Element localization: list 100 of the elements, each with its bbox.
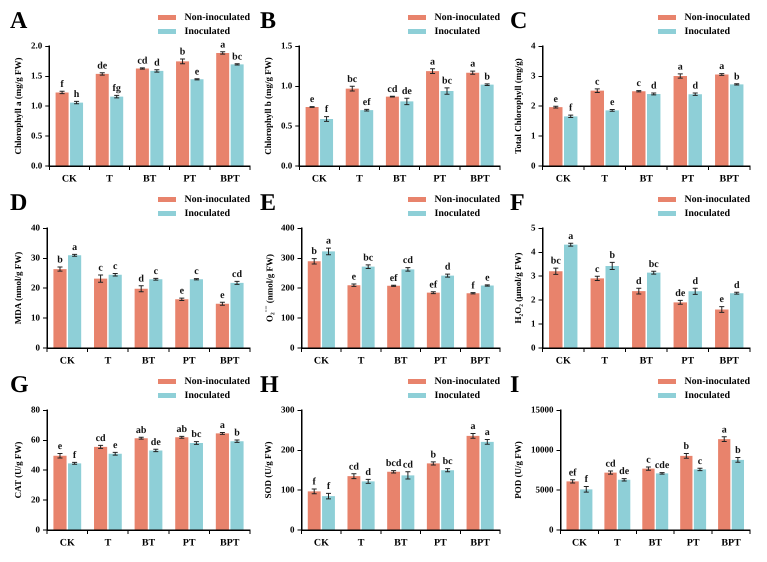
data-label: b [735,445,742,456]
legend-label: Non-inoculated [184,376,250,386]
data-label: bc [347,74,358,85]
data-label: f [324,104,329,116]
data-label: d [636,276,642,287]
data-label: a [220,39,226,50]
legend-label: Non-inoculated [184,12,250,22]
bar [175,299,188,348]
bar [322,251,335,348]
data-label: b [609,250,616,261]
legend-label: Non-inoculated [184,194,250,204]
bar [360,110,374,166]
y-tick-label: 0 [531,342,536,352]
data-label: f [326,480,331,492]
bar [730,293,744,348]
y-tick-label: 0 [290,524,295,534]
bar [230,282,244,348]
bar [56,92,69,166]
chart-title: E [260,190,276,216]
y-tick-label: 400 [281,222,295,233]
bar [108,454,122,530]
data-label: e [485,272,490,284]
bar [387,472,400,530]
y-tick-label: 4 [531,246,536,257]
bar [632,291,646,348]
x-tick-label: T [104,356,112,367]
data-label: a [568,230,574,242]
bar [134,438,148,530]
bar [108,274,122,348]
data-label: bc [191,429,202,440]
bar [480,84,494,166]
x-tick-label: T [104,538,112,549]
x-tick-label: T [356,174,364,185]
bar [70,102,84,166]
y-tick-label: 3 [531,270,536,281]
data-label: cd [137,56,148,67]
x-tick-label: T [601,174,608,185]
data-label: c [595,76,600,88]
bar [308,491,321,530]
bar [604,472,617,530]
bar [136,68,149,166]
y-axis-title: H₂O₂ (μmol/g FW) [513,252,523,324]
data-label: a [484,427,490,438]
data-label: e [180,286,185,297]
bar [401,475,414,530]
x-tick-label: CK [572,538,588,549]
data-label: a [719,61,724,72]
data-label: a [678,61,683,72]
data-label: ef [568,467,578,478]
data-label: de [150,436,162,448]
bar [718,439,730,530]
data-label: cd [402,255,414,266]
bar [566,481,579,530]
bar [149,279,162,348]
x-tick-label: T [106,174,114,185]
data-label: cd [96,432,106,444]
chart-title: B [260,8,276,34]
y-tick-label: 100 [281,484,295,494]
y-tick-label: 0.0 [281,160,293,170]
data-label: cd [606,458,616,470]
data-label: de [675,288,686,299]
y-tick-label: 1 [531,130,536,140]
legend-label: Inoculated [184,390,230,400]
y-tick-label: 10 [31,312,40,322]
bar [426,292,440,348]
data-label: ef [362,96,372,108]
bar [466,293,480,348]
bar [549,271,563,348]
bar [674,76,688,166]
bar [694,469,706,530]
legend-label: Inoculated [184,208,230,218]
x-tick-label: CK [62,174,78,185]
y-tick-label: 5000 [536,484,554,494]
data-label: e [554,94,559,105]
bar [441,470,454,530]
data-label: f [72,450,77,462]
data-label: de [97,60,108,72]
x-tick-label: BPT [721,538,742,549]
bar [580,489,592,530]
x-tick-label: BPT [720,356,740,367]
bar [216,52,230,166]
chart-title: I [510,372,520,398]
y-tick-label: 1.0 [281,80,293,91]
bar [230,64,244,166]
bar [688,291,702,348]
data-label: c [154,266,159,277]
bar [680,456,692,530]
legend-label: Inoculated [684,390,730,400]
data-label: e [352,272,357,283]
data-label: ef [390,272,398,284]
legend-label: Non-inoculated [684,376,750,386]
data-label: b [180,46,186,58]
data-label: c [98,262,104,274]
bar [150,70,164,166]
bar [322,496,335,530]
data-label: h [74,88,80,100]
y-tick-label: 80 [31,404,40,415]
bar [362,266,375,348]
data-label: cd [348,461,360,472]
y-tick-label: 30 [31,252,40,263]
